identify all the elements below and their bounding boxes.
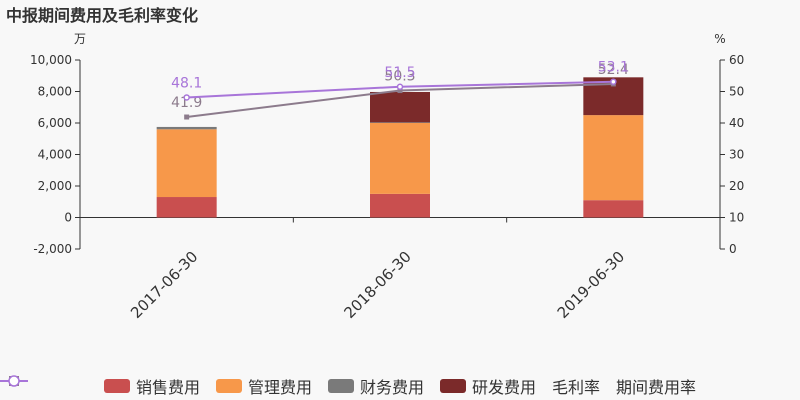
legend-swatch bbox=[103, 379, 130, 393]
data-label: 53.1 bbox=[598, 60, 629, 76]
chart-legend: 销售费用 管理费用 财务费用 研发费用 毛利率 期间费用率 bbox=[0, 374, 800, 398]
legend-item[interactable]: 销售费用 bbox=[103, 374, 200, 398]
data-label: 50.3 bbox=[384, 69, 415, 85]
right-axis-tick-label: 10 bbox=[729, 211, 744, 225]
legend-label: 期间费用率 bbox=[616, 378, 697, 397]
bar-segment bbox=[156, 129, 217, 198]
data-label: 52.4 bbox=[598, 62, 629, 78]
left-axis-tick-label: 8,000 bbox=[38, 85, 72, 99]
legend-item[interactable]: 研发费用 bbox=[440, 374, 536, 398]
data-label: 48.1 bbox=[171, 75, 202, 91]
legend-label: 财务费用 bbox=[359, 378, 424, 397]
right-axis-tick-label: 60 bbox=[729, 53, 744, 67]
line-point bbox=[610, 78, 617, 85]
legend-item[interactable]: 期间费用率 bbox=[0, 374, 697, 398]
bar-segment bbox=[370, 122, 430, 123]
x-axis-tick-label: 2017-06-30 bbox=[127, 248, 201, 322]
data-label: 41.9 bbox=[171, 95, 202, 111]
bar-segment bbox=[583, 115, 644, 201]
legend-item[interactable]: 管理费用 bbox=[215, 374, 312, 398]
left-axis-tick-label: 10,000 bbox=[30, 53, 72, 67]
bar-segment bbox=[370, 193, 430, 218]
bar-segment bbox=[370, 123, 430, 194]
line-point bbox=[397, 88, 403, 94]
x-axis-tick-label: 2019-06-30 bbox=[554, 248, 628, 322]
left-axis-unit: 万 bbox=[74, 32, 86, 46]
chart-title: 中报期间费用及毛利率变化 bbox=[6, 6, 199, 25]
line-point bbox=[183, 94, 190, 101]
left-axis-tick-label: 4,000 bbox=[38, 148, 72, 162]
legend-label: 销售费用 bbox=[135, 378, 200, 397]
data-label: 51.5 bbox=[384, 65, 415, 81]
legend-swatch bbox=[215, 379, 242, 393]
left-axis-tick-label: 0 bbox=[64, 211, 72, 225]
bar-segment bbox=[583, 200, 644, 218]
right-axis-tick-label: 20 bbox=[729, 179, 744, 193]
left-axis-tick-label: 2,000 bbox=[38, 179, 72, 193]
line-point bbox=[396, 83, 404, 91]
bar-segment bbox=[156, 126, 217, 130]
right-axis-unit: % bbox=[714, 32, 725, 46]
legend-item[interactable]: 毛利率 bbox=[0, 374, 601, 398]
right-axis-tick-label: 30 bbox=[729, 148, 744, 162]
legend-swatch bbox=[440, 379, 466, 393]
legend-line-marker bbox=[0, 375, 28, 387]
bar-segment bbox=[156, 197, 217, 218]
line-point bbox=[184, 114, 190, 120]
legend-label: 管理费用 bbox=[247, 378, 312, 397]
x-axis-tick-label: 2018-06-30 bbox=[340, 248, 414, 322]
chart-canvas: 万 % 10,000 8,000 6,000 4,000 2,000 0 -2,000 60 50 4… bbox=[30, 32, 744, 322]
right-axis-tick-label: 0 bbox=[729, 242, 737, 256]
left-axis-tick-label: -2,000 bbox=[33, 242, 72, 256]
left-axis-tick-label: 6,000 bbox=[38, 116, 72, 130]
right-axis-tick-label: 40 bbox=[729, 116, 744, 130]
legend-label: 毛利率 bbox=[552, 378, 601, 397]
bar-segment bbox=[370, 91, 430, 123]
legend-label: 研发费用 bbox=[472, 378, 537, 397]
right-axis-tick-label: 50 bbox=[729, 85, 744, 99]
legend-item[interactable]: 财务费用 bbox=[327, 374, 424, 398]
legend-swatch bbox=[327, 379, 354, 393]
